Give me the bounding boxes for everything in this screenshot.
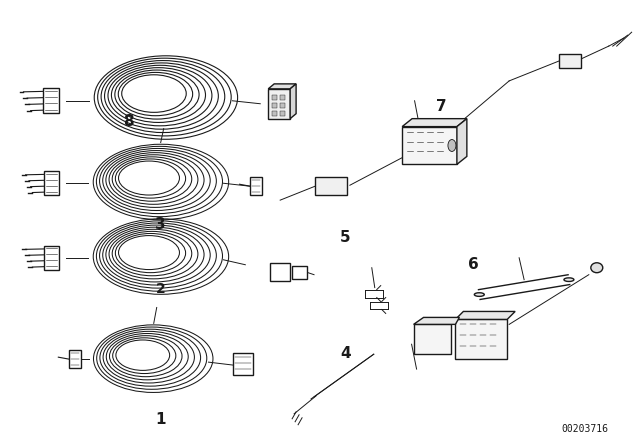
Text: 5: 5 <box>340 230 351 245</box>
Text: 6: 6 <box>468 257 478 271</box>
Polygon shape <box>402 119 467 127</box>
Text: 1: 1 <box>156 413 166 427</box>
Ellipse shape <box>591 263 603 273</box>
Bar <box>250 177 262 195</box>
Bar <box>559 54 581 68</box>
Bar <box>272 103 277 108</box>
Bar <box>234 353 253 375</box>
Bar <box>315 177 347 195</box>
Polygon shape <box>268 84 296 89</box>
Bar <box>413 324 451 354</box>
Polygon shape <box>456 311 515 319</box>
Polygon shape <box>457 119 467 164</box>
Text: 00203716: 00203716 <box>562 424 609 434</box>
Bar <box>270 263 290 280</box>
Bar <box>280 95 285 100</box>
Text: 2: 2 <box>156 281 166 296</box>
Bar <box>280 103 285 108</box>
Bar <box>44 246 60 270</box>
Text: 7: 7 <box>436 99 446 113</box>
Bar <box>272 95 277 100</box>
Bar <box>456 319 507 359</box>
Text: 4: 4 <box>340 345 351 361</box>
Text: 3: 3 <box>156 216 166 232</box>
Bar <box>44 172 60 195</box>
Polygon shape <box>290 84 296 119</box>
Ellipse shape <box>474 293 484 297</box>
Bar <box>268 89 290 119</box>
Ellipse shape <box>448 139 456 151</box>
Bar <box>280 111 285 116</box>
Bar <box>402 127 457 164</box>
Bar <box>272 111 277 116</box>
Polygon shape <box>413 318 460 324</box>
Text: 8: 8 <box>124 114 134 129</box>
Bar <box>44 88 60 113</box>
Ellipse shape <box>564 278 574 281</box>
Bar <box>69 350 81 368</box>
Bar <box>292 266 307 279</box>
